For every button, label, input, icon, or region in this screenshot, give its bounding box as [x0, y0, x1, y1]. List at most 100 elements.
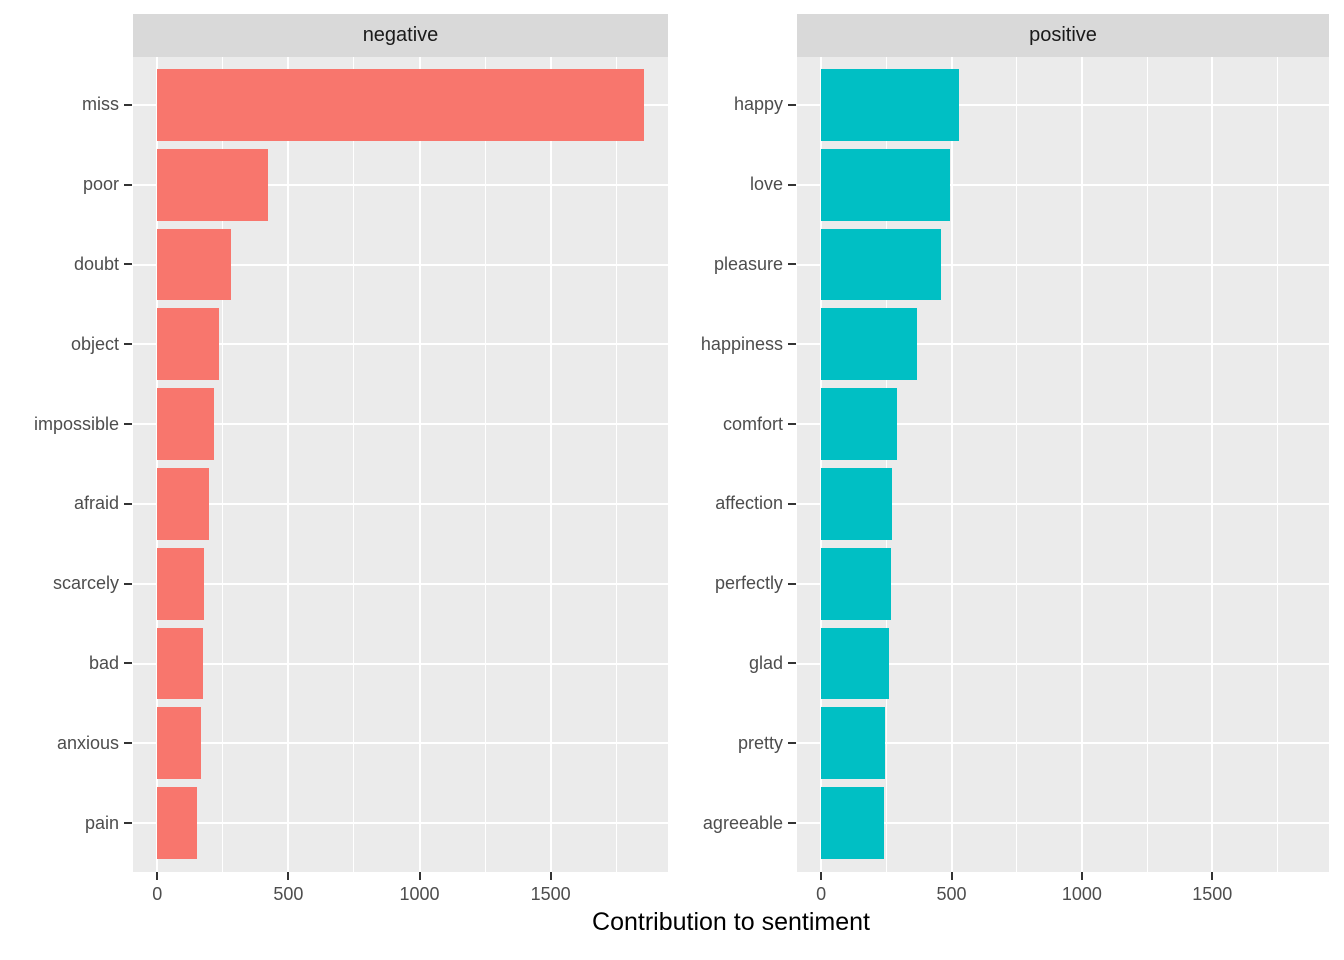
- x-axis-tick-mark: [549, 872, 552, 880]
- y-axis-label-happiness: happiness: [700, 333, 783, 354]
- y-axis-tick-mark: [788, 822, 796, 825]
- y-axis-tick-mark: [788, 263, 796, 266]
- y-axis-label-row: scarcely: [0, 548, 133, 620]
- category-gridline: [133, 662, 668, 665]
- facet-strip-negative: negative: [133, 14, 668, 57]
- y-axis-label-row: afraid: [0, 468, 133, 540]
- category-gridline: [133, 183, 668, 186]
- minor-gridline: [615, 57, 617, 872]
- major-gridline: [1080, 57, 1083, 872]
- bar-glad: [821, 627, 890, 700]
- y-axis-label-row: anxious: [0, 707, 133, 779]
- major-gridline: [950, 57, 953, 872]
- major-gridline: [156, 57, 159, 872]
- y-axis-label-miss: miss: [82, 94, 119, 115]
- category-gridline: [797, 822, 1329, 825]
- y-axis-label-impossible: impossible: [33, 413, 119, 434]
- facet-strip-label-positive: positive: [1029, 24, 1097, 46]
- minor-gridline: [1276, 57, 1278, 872]
- y-axis-tick-mark: [124, 742, 132, 745]
- bar-object: [157, 308, 219, 381]
- bar-happiness: [821, 308, 918, 381]
- y-axis-label-row: glad: [668, 628, 797, 700]
- category-gridline: [797, 502, 1329, 505]
- y-axis-label-perfectly: perfectly: [714, 573, 783, 594]
- y-axis-label-row: happy: [668, 69, 797, 141]
- y-axis-label-pleasure: pleasure: [713, 253, 783, 274]
- x-axis-tick-label: 0: [816, 884, 827, 904]
- y-axis-labels-negative: miss poor doubt object impossible afraid scarc…: [0, 57, 133, 872]
- x-axis-tick-label: 1000: [399, 884, 440, 904]
- bar-love: [821, 148, 951, 221]
- y-axis-tick-mark: [124, 423, 132, 426]
- y-axis-tick-mark: [124, 343, 132, 346]
- y-axis-tick-mark: [124, 103, 132, 106]
- category-gridline: [133, 263, 668, 266]
- category-gridline: [133, 423, 668, 426]
- category-gridline: [797, 103, 1329, 106]
- y-axis-label-pretty: pretty: [737, 732, 783, 753]
- major-gridline: [1211, 57, 1214, 872]
- y-axis-label-love: love: [749, 174, 783, 195]
- y-axis-tick-mark: [788, 423, 796, 426]
- y-axis-label-anxious: anxious: [56, 732, 119, 753]
- y-axis-label-row: pain: [0, 787, 133, 859]
- y-axis-label-row: happiness: [668, 308, 797, 380]
- y-axis-tick-mark: [124, 582, 132, 585]
- y-axis-tick-mark: [788, 502, 796, 505]
- x-axis-tick-mark: [820, 872, 823, 880]
- category-gridline: [133, 582, 668, 585]
- minor-gridline: [222, 57, 224, 872]
- x-axis-title: Contribution to sentiment: [592, 908, 870, 936]
- bar-bad: [157, 627, 204, 700]
- category-gridline: [797, 662, 1329, 665]
- category-gridline: [797, 183, 1329, 186]
- y-axis-label-row: object: [0, 308, 133, 380]
- y-axis-label-bad: bad: [88, 652, 119, 673]
- y-axis-label-row: poor: [0, 149, 133, 221]
- category-gridline: [133, 502, 668, 505]
- bar-perfectly: [821, 547, 891, 620]
- minor-gridline: [885, 57, 887, 872]
- bar-anxious: [157, 707, 202, 780]
- x-axis-tick-mark: [156, 872, 159, 880]
- major-gridline: [820, 57, 823, 872]
- x-axis-negative: 0 500 1000 1500: [133, 872, 668, 927]
- minor-gridline: [1146, 57, 1148, 872]
- y-axis-label-pain: pain: [84, 812, 119, 833]
- y-axis-tick-mark: [124, 662, 132, 665]
- category-gridline: [797, 582, 1329, 585]
- bar-scarcely: [157, 547, 204, 620]
- y-axis-tick-mark: [124, 183, 132, 186]
- category-gridline: [797, 263, 1329, 266]
- category-gridline: [133, 343, 668, 346]
- x-axis-tick-label: 0: [152, 884, 163, 904]
- plot-panel-negative: [133, 57, 668, 872]
- y-axis-label-row: love: [668, 149, 797, 221]
- bar-pain: [157, 787, 198, 859]
- y-axis-tick-mark: [124, 822, 132, 825]
- y-axis-label-affection: affection: [715, 493, 783, 514]
- category-gridline: [797, 742, 1329, 745]
- y-axis-tick-mark: [788, 582, 796, 585]
- major-gridline: [549, 57, 552, 872]
- y-axis-tick-mark: [788, 742, 796, 745]
- x-axis-tick-mark: [287, 872, 290, 880]
- y-axis-label-row: affection: [668, 468, 797, 540]
- y-axis-label-row: agreeable: [668, 787, 797, 859]
- y-axis-tick-mark: [788, 343, 796, 346]
- category-gridline: [133, 822, 668, 825]
- y-axis-label-row: miss: [0, 69, 133, 141]
- bar-afraid: [157, 468, 210, 540]
- x-axis-tick-label: 1500: [530, 884, 571, 904]
- minor-gridline: [353, 57, 355, 872]
- y-axis-label-comfort: comfort: [722, 413, 783, 434]
- facet-strip-positive: positive: [797, 14, 1329, 57]
- x-axis-tick-mark: [1080, 872, 1083, 880]
- y-axis-label-happy: happy: [733, 94, 783, 115]
- bar-agreeable: [821, 787, 884, 859]
- bar-pleasure: [821, 228, 942, 301]
- minor-gridline: [484, 57, 486, 872]
- y-axis-label-row: comfort: [668, 388, 797, 460]
